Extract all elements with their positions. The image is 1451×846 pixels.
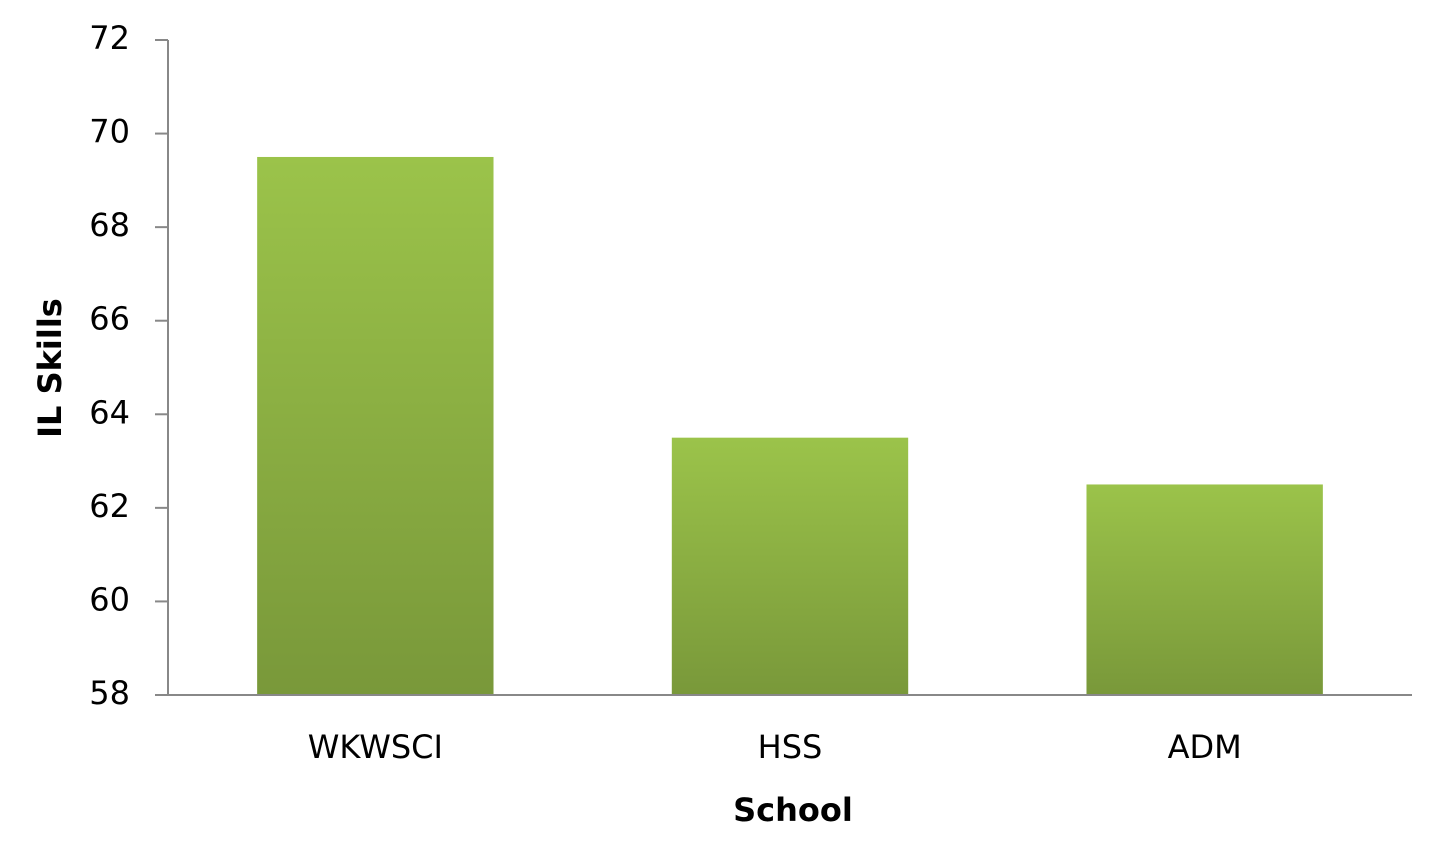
y-tick-label: 58 <box>89 674 130 712</box>
y-tick-label: 68 <box>89 206 130 244</box>
x-tick-label: HSS <box>758 728 823 766</box>
x-tick-label: WKWSCI <box>308 728 443 766</box>
bar-shade <box>671 437 909 695</box>
y-tick-label: 70 <box>89 113 130 151</box>
bar-shade <box>1086 484 1323 695</box>
y-axis-title: IL Skills <box>31 298 69 438</box>
bar-shade <box>257 156 494 695</box>
y-tick-label: 62 <box>89 487 130 525</box>
x-axis-title: School <box>733 791 853 829</box>
y-tick-label: 66 <box>89 300 130 338</box>
y-tick-label: 72 <box>89 19 130 57</box>
y-tick-label: 60 <box>89 580 130 618</box>
x-tick-label: ADM <box>1168 728 1242 766</box>
y-tick-label: 64 <box>89 393 130 431</box>
